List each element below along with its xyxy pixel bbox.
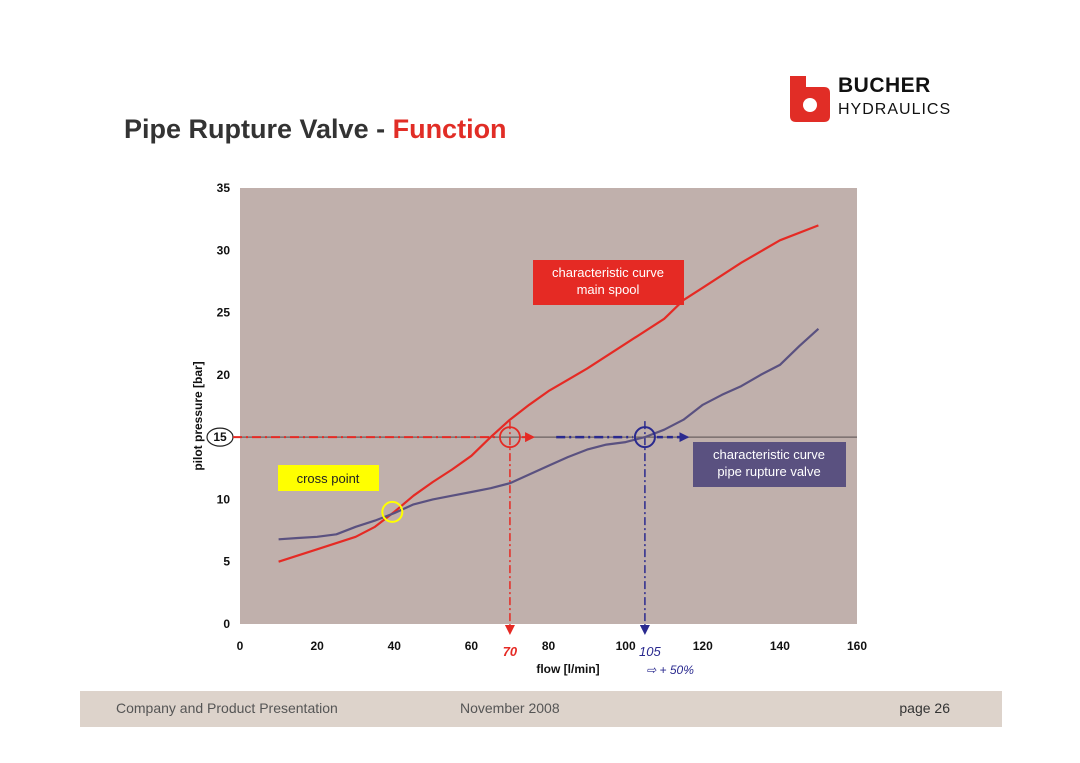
x-tick-label: 100	[616, 639, 636, 653]
logo-line2: HYDRAULICS	[838, 101, 952, 118]
main-spool-box-line: characteristic curve	[552, 265, 664, 280]
marker-105-circle	[633, 426, 656, 449]
y-tick-label: 20	[217, 368, 231, 382]
title-accent: Function	[392, 114, 507, 144]
logo-mark-icon	[790, 76, 830, 122]
x-tick-label: 20	[310, 639, 324, 653]
y-tick-label: 25	[217, 306, 231, 320]
cross-point-box	[278, 465, 379, 491]
company-logo: BUCHER HYDRAULICS	[788, 74, 968, 124]
x-tick-label: 160	[847, 639, 867, 653]
footer-bar: Company and Product Presentation Novembe…	[80, 691, 1002, 727]
marker-70-circle	[499, 426, 521, 449]
cross-point-label: cross point	[297, 471, 360, 486]
x-tick-label: 80	[542, 639, 556, 653]
x-tick-label: 0	[237, 639, 244, 653]
cross-point-circle	[381, 500, 404, 523]
axes: 0 20 40 60 80 100 120 140 160 0 5 10 20 25 30 35 15 flow …	[191, 181, 867, 676]
logo-line1: BUCHER	[838, 74, 931, 97]
y-tick-label: 0	[223, 617, 230, 631]
series-main-spool	[278, 224, 819, 563]
annotation-layer: 70 105 ⇨ + 50% cross point characteristic cu…	[278, 260, 846, 677]
series-pipe-rupture	[278, 327, 820, 541]
increase-note: ⇨ + 50%	[646, 663, 694, 677]
pressure-flow-chart: 0 20 40 60 80 100 120 140 160 0 5 10 20 25 30 35 15 flow …	[191, 181, 867, 677]
x-tick-label: 140	[770, 639, 790, 653]
y-axis-label: pilot pressure [bar]	[191, 361, 205, 470]
pipe-rupture-box	[693, 442, 846, 487]
footer-date: November 2008	[460, 700, 560, 716]
main-spool-box	[533, 260, 684, 305]
title-main: Pipe Rupture Valve -	[124, 114, 393, 144]
marker-105-label: 105	[639, 644, 661, 659]
y-tick-label: 10	[217, 492, 231, 506]
x-tick-label: 120	[693, 639, 713, 653]
plot-area	[240, 188, 857, 624]
page-title: Pipe Rupture Valve - Function	[124, 114, 507, 145]
x-tick-label: 60	[465, 639, 479, 653]
reference-tick-label: 15	[213, 430, 227, 444]
y-tick-label: 30	[217, 243, 231, 257]
y-tick-label: 5	[223, 555, 230, 569]
main-spool-box-line: main spool	[577, 282, 640, 297]
pipe-rupture-box-line: pipe rupture valve	[717, 464, 820, 479]
pipe-rupture-box-line: characteristic curve	[713, 447, 825, 462]
x-tick-label: 40	[388, 639, 402, 653]
marker-70-label: 70	[503, 644, 518, 659]
footer-company: Company and Product Presentation	[116, 700, 338, 716]
x-axis-label: flow [l/min]	[536, 662, 599, 676]
footer-page: page 26	[899, 700, 950, 716]
y-tick-label: 35	[217, 181, 231, 195]
series-layer	[233, 224, 857, 635]
